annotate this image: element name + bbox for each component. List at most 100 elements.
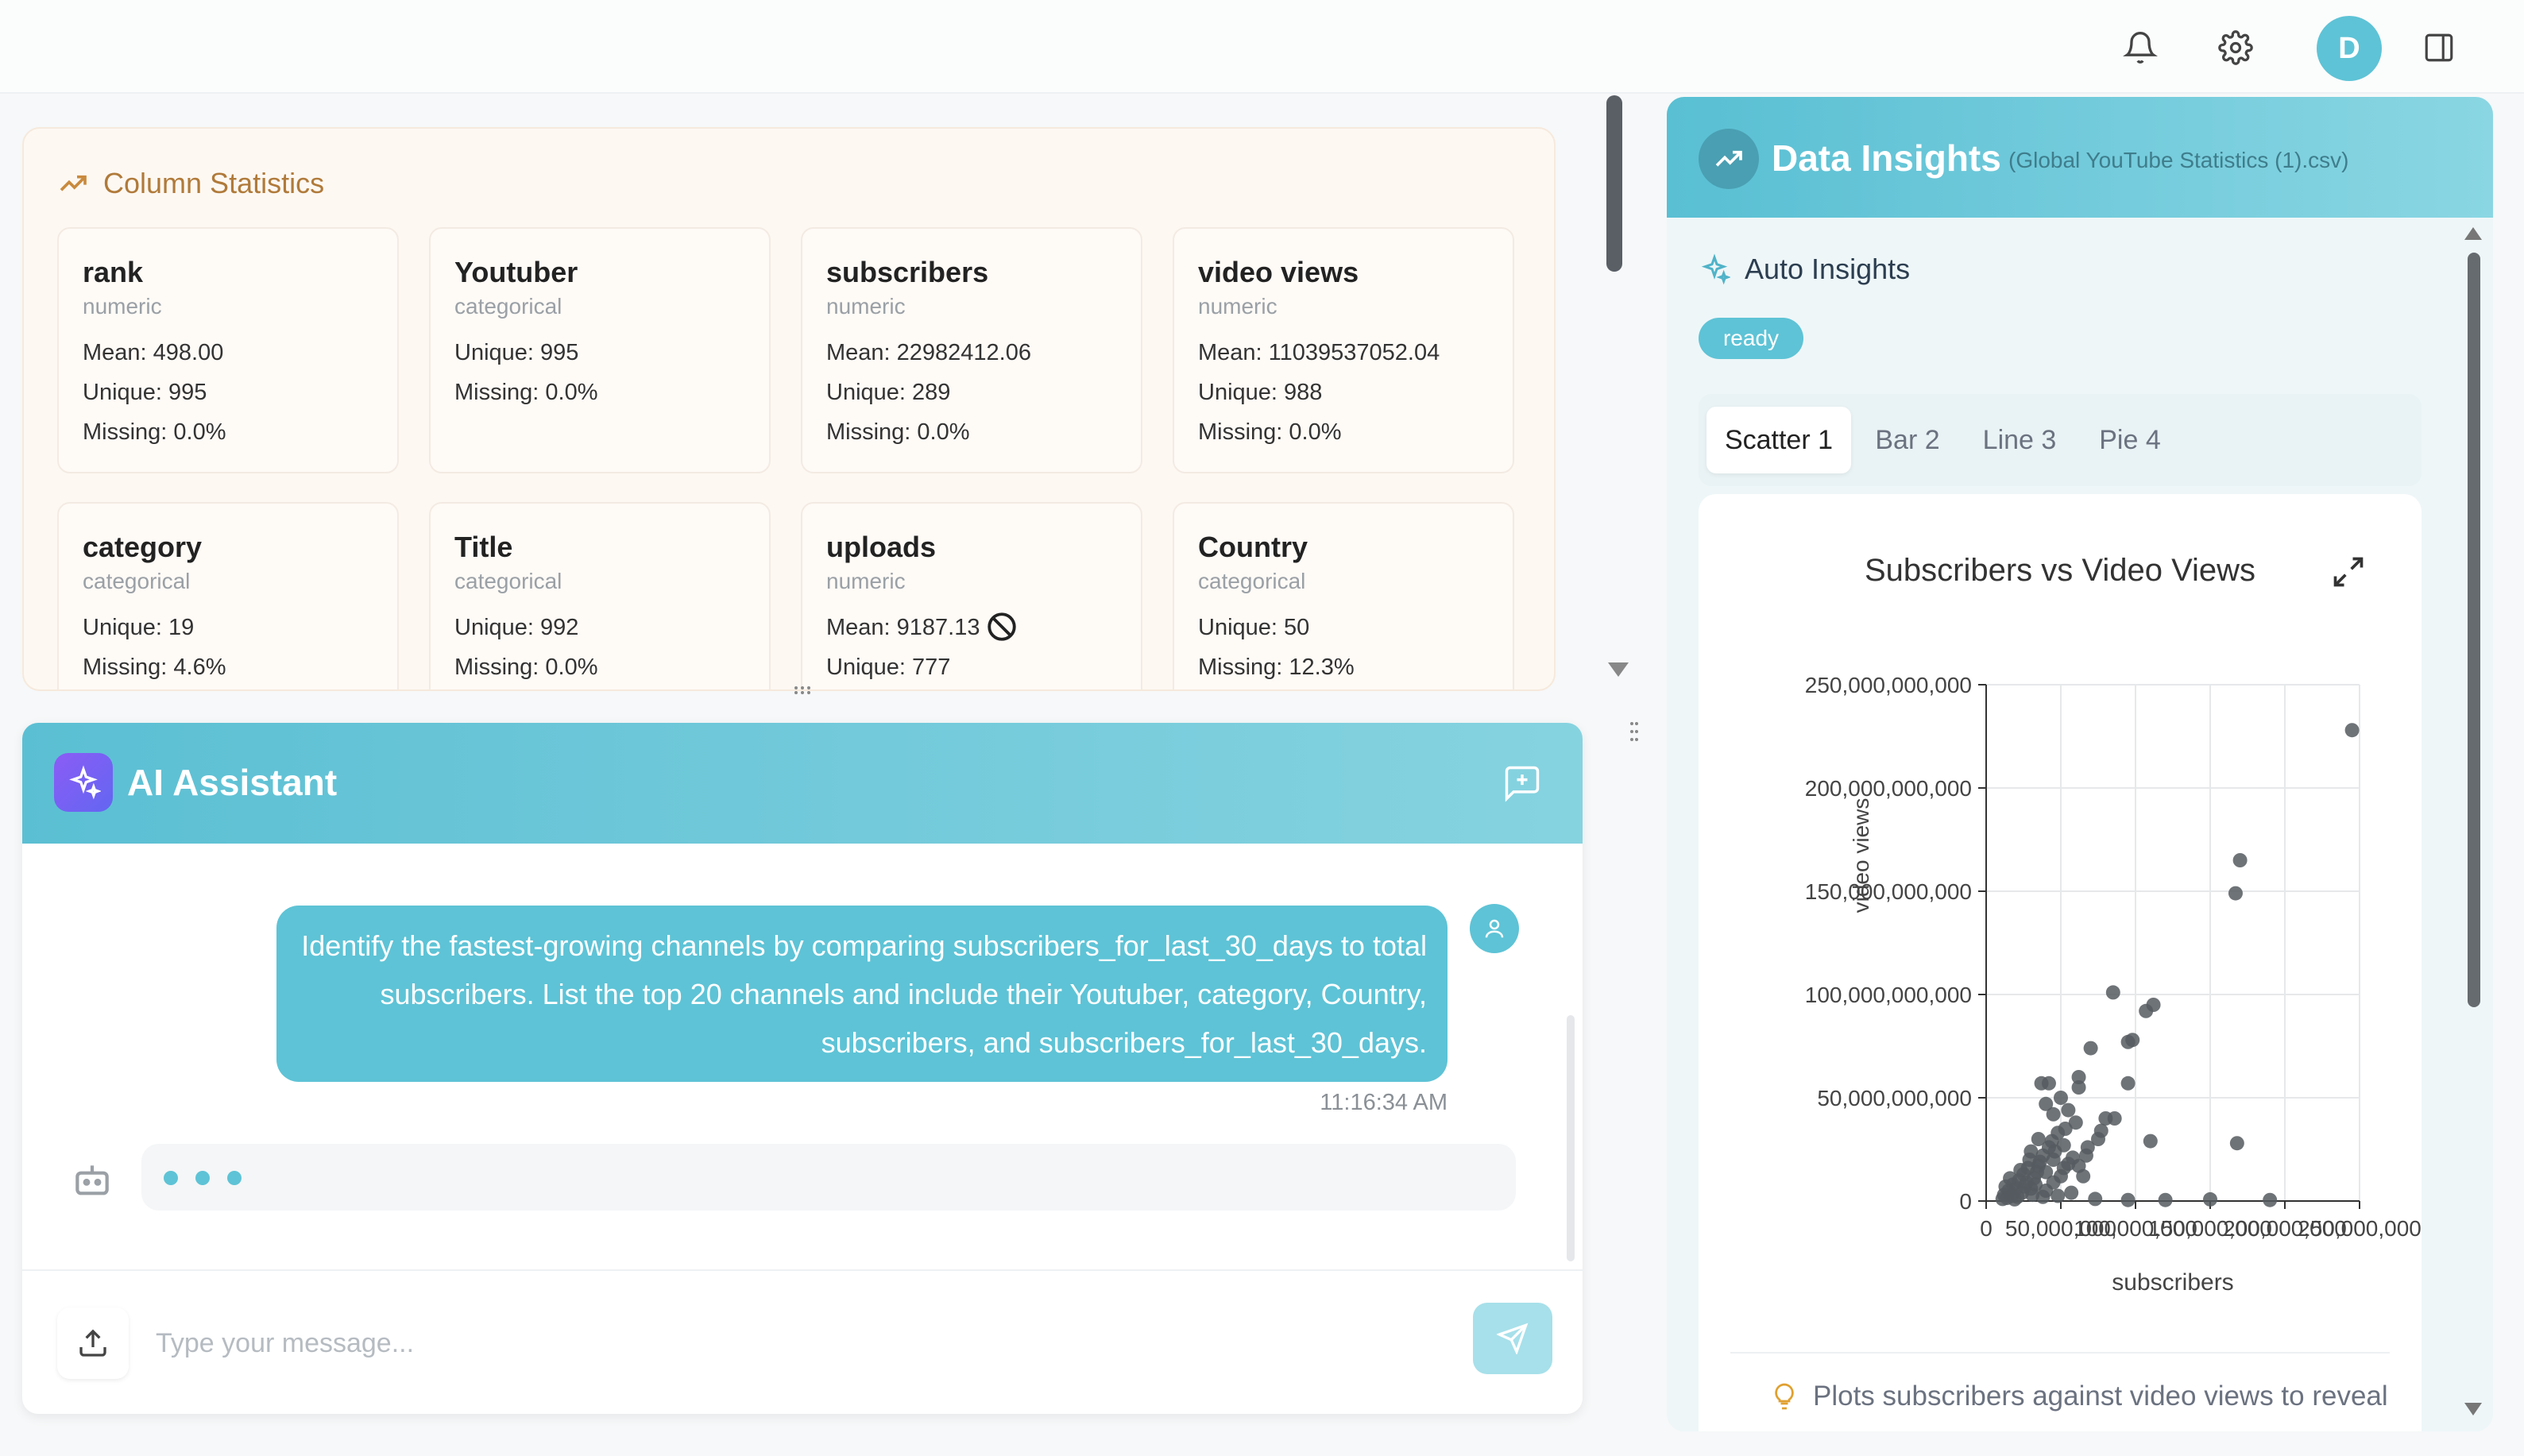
typing-dot [164, 1171, 178, 1185]
user-avatar[interactable]: D [2317, 16, 2382, 81]
stat-card-title: Title categorical Unique: 992 Missing: 0… [429, 502, 771, 689]
stat-card-rank: rank numeric Mean: 498.00 Unique: 995 Mi… [57, 227, 399, 473]
stat-column-name: Title [454, 531, 513, 563]
stat-line: Unique: 995 [83, 380, 207, 405]
auto-insights-header: Auto Insights [1699, 253, 1910, 286]
bell-icon[interactable] [2115, 22, 2166, 73]
stat-column-name: subscribers [826, 256, 989, 288]
send-icon [1497, 1323, 1529, 1354]
new-chat-icon[interactable] [1502, 763, 1543, 804]
auto-insights-label: Auto Insights [1745, 253, 1911, 285]
avatar-letter: D [2338, 31, 2360, 65]
stat-column-name: rank [83, 256, 144, 288]
scatter-point [1995, 1191, 2010, 1207]
top-bar: D [0, 0, 2524, 94]
typing-indicator [141, 1144, 1516, 1211]
stat-card-video-views: video views numeric Mean: 11039537052.04… [1173, 227, 1514, 473]
scatter-point [2139, 1003, 2154, 1018]
stat-column-type: numeric [826, 569, 906, 593]
stat-column-name: Country [1198, 531, 1308, 563]
insight-note-text: Plots subscribers against video views to… [1813, 1381, 2388, 1412]
insights-scroll-down-arrow[interactable] [2464, 1403, 2482, 1415]
data-insights-header: Data Insights (Global YouTube Statistics… [1667, 97, 2493, 218]
x-tick-label: 0 [1980, 1216, 1993, 1241]
scatter-point [2013, 1163, 2028, 1177]
scatter-point [2051, 1188, 2066, 1203]
trending-up-icon [1699, 129, 1759, 189]
stat-column-name: Youtuber [454, 256, 578, 288]
data-insights-title: Data Insights [1772, 137, 2001, 179]
insights-scrollbar-thumb[interactable] [2468, 253, 2480, 1007]
stat-column-type: numeric [83, 294, 162, 319]
upload-icon [79, 1329, 106, 1357]
stat-card-country: Country categorical Unique: 50 Missing: … [1173, 502, 1514, 689]
user-icon [1485, 919, 1504, 938]
vertical-resize-handle[interactable] [1629, 720, 1640, 743]
y-tick-label: 150,000,000,000 [1805, 879, 1972, 904]
insights-scroll-up-arrow[interactable] [2464, 227, 2482, 240]
scatter-point [2035, 1189, 2051, 1204]
scatter-point [2031, 1132, 2046, 1146]
scatter-point [2022, 1153, 2037, 1167]
scatter-point [2080, 1140, 2095, 1155]
stat-column-type: categorical [454, 569, 562, 593]
stat-line: Unique: 777 [826, 655, 951, 680]
stats-scrollbar-thumb[interactable] [1606, 95, 1622, 272]
status-badge: ready [1699, 318, 1803, 359]
y-tick-label: 100,000,000,000 [1805, 983, 1972, 1007]
column-statistics-header: Column Statistics [57, 167, 324, 200]
x-tick-label: 200,000,000 [2223, 1216, 2347, 1241]
stat-line: Missing: 0.0% [83, 419, 226, 445]
stat-card-uploads: uploads numeric Mean: 9187.13 Unique: 77… [801, 502, 1142, 689]
stat-line: Mean: 9187.13 [826, 615, 980, 640]
dataset-file-name: (Global YouTube Statistics (1).csv) [2008, 148, 2349, 172]
scatter-point [2229, 1136, 2244, 1151]
scatter-point [2263, 1192, 2278, 1207]
message-timestamp: 11:16:34 AM [1320, 1090, 1448, 1115]
stat-card-category: category categorical Unique: 19 Missing:… [57, 502, 399, 689]
stat-line: Missing: 0.0% [1198, 419, 1342, 445]
scatter-point [2064, 1185, 2079, 1200]
stats-scroll-down-arrow[interactable] [1608, 662, 1629, 677]
horizontal-resize-handle[interactable] [793, 685, 812, 696]
scatter-point [2105, 985, 2120, 1000]
column-statistics-panel: Column Statistics rank numeric Mean: 498… [22, 127, 1556, 691]
send-button[interactable] [1473, 1303, 1552, 1374]
stat-line: Missing: 0.0% [454, 380, 598, 405]
tab-pie-4[interactable]: Pie 4 [2099, 424, 2161, 455]
stat-line: Unique: 988 [1198, 380, 1323, 405]
stat-line: Unique: 992 [454, 615, 579, 640]
stat-line: Unique: 50 [1198, 615, 1310, 640]
sparkles-icon [54, 753, 113, 812]
x-tick-label: 100,000,000 [2074, 1216, 2197, 1241]
stat-card-subscribers: subscribers numeric Mean: 22982412.06 Un… [801, 227, 1142, 473]
scatter-point [2203, 1191, 2217, 1207]
tab-line-3[interactable]: Line 3 [1982, 424, 2057, 455]
upload-button[interactable] [57, 1307, 129, 1379]
panel-toggle-icon[interactable] [2414, 22, 2464, 73]
gear-icon[interactable] [2210, 22, 2261, 73]
data-insights-panel: Data Insights (Global YouTube Statistics… [1667, 97, 2493, 1431]
y-tick-label: 0 [1959, 1189, 1972, 1214]
scatter-point [2093, 1123, 2108, 1138]
column-statistics-title: Column Statistics [103, 167, 325, 199]
scatter-point [1998, 1179, 2013, 1194]
y-tick-label: 50,000,000,000 [1817, 1086, 1972, 1110]
stat-line: Missing: 4.6% [83, 655, 226, 680]
expand-icon[interactable] [2331, 554, 2366, 589]
ai-assistant-header: AI Assistant [22, 723, 1583, 844]
lightbulb-icon [1775, 1383, 1794, 1410]
message-input[interactable] [156, 1315, 1443, 1371]
stat-column-type: numeric [826, 294, 906, 319]
chat-scrollbar[interactable] [1567, 1015, 1575, 1261]
ai-assistant-panel: AI Assistant Identify the fastest-growin… [22, 723, 1583, 1414]
scatter-point [2120, 1076, 2136, 1091]
tab-scatter-1[interactable]: Scatter 1 [1707, 407, 1851, 473]
y-tick-label: 200,000,000,000 [1805, 776, 1972, 801]
scatter-point [2071, 1070, 2086, 1084]
x-axis-label: subscribers [2112, 1269, 2233, 1296]
stat-line: Mean: 11039537052.04 [1198, 340, 1440, 365]
user-message-avatar [1470, 904, 1519, 953]
tab-bar-2[interactable]: Bar 2 [1875, 424, 1940, 455]
scatter-point [2107, 1111, 2122, 1126]
